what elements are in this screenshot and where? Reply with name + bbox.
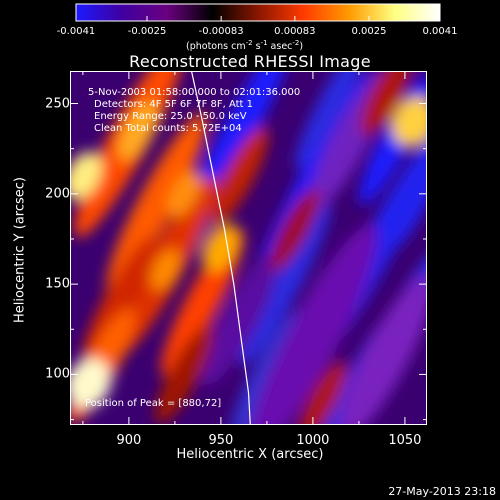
colorbar-tick-label: -0.00083: [198, 26, 244, 37]
clean-annotation: Clean Total counts: 5.72E+04: [94, 123, 242, 134]
heatmap-cell: [70, 151, 102, 200]
heatmap-cell: [155, 325, 213, 424]
colorbar-tick-label: -0.0025: [127, 26, 167, 37]
x-tick-label: 1050: [388, 433, 422, 448]
heatmap-cell: [248, 223, 378, 425]
y-tick-label: 150: [45, 276, 70, 292]
colorbar-unit: (photons cm-2 s-1 asec-2): [186, 39, 304, 52]
heatmap-cell: [339, 274, 427, 425]
solar-limb-curve: [190, 71, 251, 425]
heatmap-cell: [297, 360, 347, 425]
time-annotation: 5-Nov-2003 01:58:00.000 to 02:01:36.000: [88, 87, 301, 98]
y-tick-label: 100: [45, 366, 70, 382]
heatmap-cell: [210, 126, 269, 225]
heatmap-cell: [270, 188, 319, 271]
x-axis-label: Heliocentric X (arcsec): [176, 447, 324, 462]
heatmap-cell: [240, 202, 331, 366]
y-tick-label: 200: [45, 186, 70, 202]
colorbar-tick-label: 0.00083: [274, 26, 316, 37]
heatmap-cell: [106, 113, 207, 293]
y-axis-label: Heliocentric Y (arcsec): [12, 177, 28, 323]
energy-annotation: Energy Range: 25.0 - 50.0 keV: [94, 111, 247, 122]
footer-timestamp: 27-May-2013 23:18: [388, 485, 496, 498]
colorbar-tick-label: -0.0041: [56, 26, 96, 37]
colorbar-tick-label: 0.0041: [422, 26, 458, 37]
heatmap-cell: [117, 100, 159, 161]
y-tick-label: 250: [45, 96, 70, 111]
heatmap-cell: [391, 96, 427, 147]
chart-title: Reconstructed RHESSI Image: [129, 52, 371, 71]
plot-frame: [70, 71, 427, 425]
heatmap-cell: [201, 254, 278, 386]
x-tick-label: 950: [208, 433, 234, 448]
heatmap-cell: [385, 153, 427, 252]
x-tick-label: 900: [116, 433, 142, 448]
colorbar-tick-label: 0.0025: [351, 26, 387, 37]
peak-annotation: Position of Peak = [880,72]: [85, 398, 222, 409]
colorbar-bar: [75, 3, 441, 22]
colorbar: [75, 3, 441, 22]
heatmap-cell: [150, 249, 181, 291]
heatmap-cell: [70, 358, 112, 409]
heatmap-cell: [167, 170, 201, 218]
heatmap-cell: [361, 71, 412, 136]
heatmap-plot: [70, 71, 427, 425]
x-tick-label: 1000: [296, 433, 330, 448]
detectors-annotation: Detectors: 4F 5F 6F 7F 8F, Att 1: [94, 99, 254, 110]
heatmap-cell: [294, 71, 368, 169]
